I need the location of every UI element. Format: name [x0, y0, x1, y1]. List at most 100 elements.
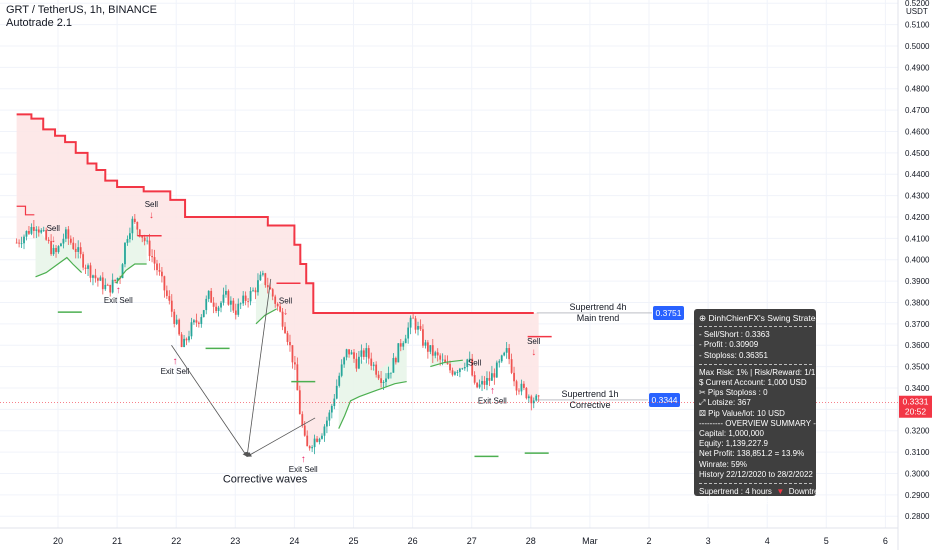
candle-body	[52, 248, 55, 255]
y-tick-label: 0.3700	[905, 320, 930, 329]
candle-body	[202, 310, 205, 318]
candle-body	[451, 370, 454, 375]
st4h-value-badge	[653, 305, 684, 320]
x-tick-label: 21	[112, 536, 122, 546]
exit-arrow-icon: ↑	[301, 454, 306, 465]
candle-body	[74, 248, 77, 252]
candle-body	[271, 289, 274, 297]
candle-body	[200, 317, 203, 324]
candle-body	[382, 381, 385, 383]
y-tick-label: 0.5100	[905, 21, 930, 30]
candle-body	[55, 248, 57, 253]
candle-body	[170, 300, 173, 312]
candle-body	[64, 229, 67, 239]
candle-body	[318, 438, 321, 442]
exit-arrow-icon: ↑	[490, 386, 495, 397]
x-tick-label: 4	[765, 536, 770, 546]
y-tick-label: 0.3800	[905, 298, 930, 307]
candle-body	[348, 349, 350, 355]
candle-body	[367, 348, 370, 359]
x-tick-label: 23	[230, 536, 240, 546]
supertrend-4h-fill	[16, 114, 539, 448]
candle-body	[138, 229, 141, 237]
candle-body	[84, 267, 87, 269]
candle-body	[40, 230, 43, 233]
candle-body	[247, 301, 250, 302]
candle-body	[323, 426, 326, 436]
candle-body	[148, 240, 151, 257]
candle-body	[165, 290, 168, 297]
divider	[699, 363, 812, 365]
candle-body	[513, 372, 515, 382]
candle-body	[473, 375, 476, 383]
candle-body	[345, 349, 348, 358]
candle-body	[57, 246, 60, 253]
exit-arrow-icon: ↑	[173, 356, 178, 367]
st1h-value-badge	[649, 392, 680, 407]
candle-body	[77, 247, 80, 252]
candle-body	[335, 385, 338, 399]
candle-body	[136, 222, 139, 230]
account-line: $ Current Account: 1,000 USD	[699, 378, 807, 388]
candle-body	[220, 302, 222, 308]
candle-body	[476, 382, 479, 388]
pip-value-line: ⚄ Pip Value/lot: 10 USD	[699, 408, 785, 418]
x-tick-label: 3	[706, 536, 711, 546]
candle-body	[495, 362, 498, 378]
candle-body	[289, 341, 291, 346]
candle-body	[207, 290, 210, 299]
exit-sell-label: Exit Sell	[161, 367, 190, 376]
candle-body	[375, 364, 378, 375]
sell-label: Sell	[47, 224, 61, 233]
equity-line: Equity: 1,139,227.9	[699, 439, 768, 449]
candle-body	[293, 362, 296, 365]
stoploss-line: - Stoploss: 0.36351	[699, 350, 768, 360]
last-price-tag[interactable]	[899, 395, 932, 418]
candle-body	[232, 300, 235, 311]
st4h-value-text: 0.3751	[656, 308, 682, 318]
candle-body	[434, 352, 437, 356]
lotsize-line: ⤢ Lotsize: 367	[699, 398, 751, 408]
candle-body	[471, 358, 474, 376]
sell-label: Sell	[468, 358, 482, 367]
corrective-wave-arrow	[171, 345, 248, 457]
supertrend-4h-line	[16, 113, 534, 314]
candle-body	[456, 372, 459, 373]
candle-body	[188, 336, 190, 341]
candle-body	[321, 435, 323, 439]
indicator-name: Autotrade 2.1	[6, 17, 73, 29]
candle-body	[109, 284, 112, 293]
candle-body	[486, 377, 488, 385]
candle-body	[25, 231, 28, 237]
x-tick-label: 5	[824, 536, 829, 546]
candle-body	[249, 291, 252, 302]
risk-line: Max Risk: 1% | Risk/Reward: 1/1	[699, 367, 816, 377]
candle-body	[210, 290, 213, 303]
x-tick-label: 2	[646, 536, 651, 546]
sell-label: Sell	[145, 200, 159, 209]
candle-body	[380, 378, 382, 383]
candle-body	[338, 375, 341, 386]
profit-line: - Profit : 0.30909	[699, 340, 759, 350]
candle-body	[156, 263, 158, 271]
candle-body	[360, 350, 363, 357]
candle-body	[439, 355, 442, 360]
candle-body	[503, 352, 506, 356]
candle-body	[483, 381, 486, 385]
candle-body	[417, 326, 419, 330]
candle-body	[510, 359, 513, 373]
supertrend-1h-up-line	[338, 380, 407, 429]
candle-body	[303, 425, 306, 436]
y-tick-label: 0.4600	[905, 127, 930, 136]
candle-body	[392, 357, 395, 373]
candle-body	[114, 279, 117, 281]
net-profit-line: Net Profit: 138,851.2 = 13.9%	[699, 449, 805, 459]
candle-body	[498, 361, 501, 363]
candle-body	[286, 333, 289, 342]
candle-body	[266, 285, 269, 288]
candle-body	[28, 231, 30, 234]
y-tick-label: 0.4400	[905, 170, 930, 179]
candle-body	[126, 239, 129, 243]
candle-body	[94, 275, 97, 279]
candle-body	[252, 290, 254, 292]
